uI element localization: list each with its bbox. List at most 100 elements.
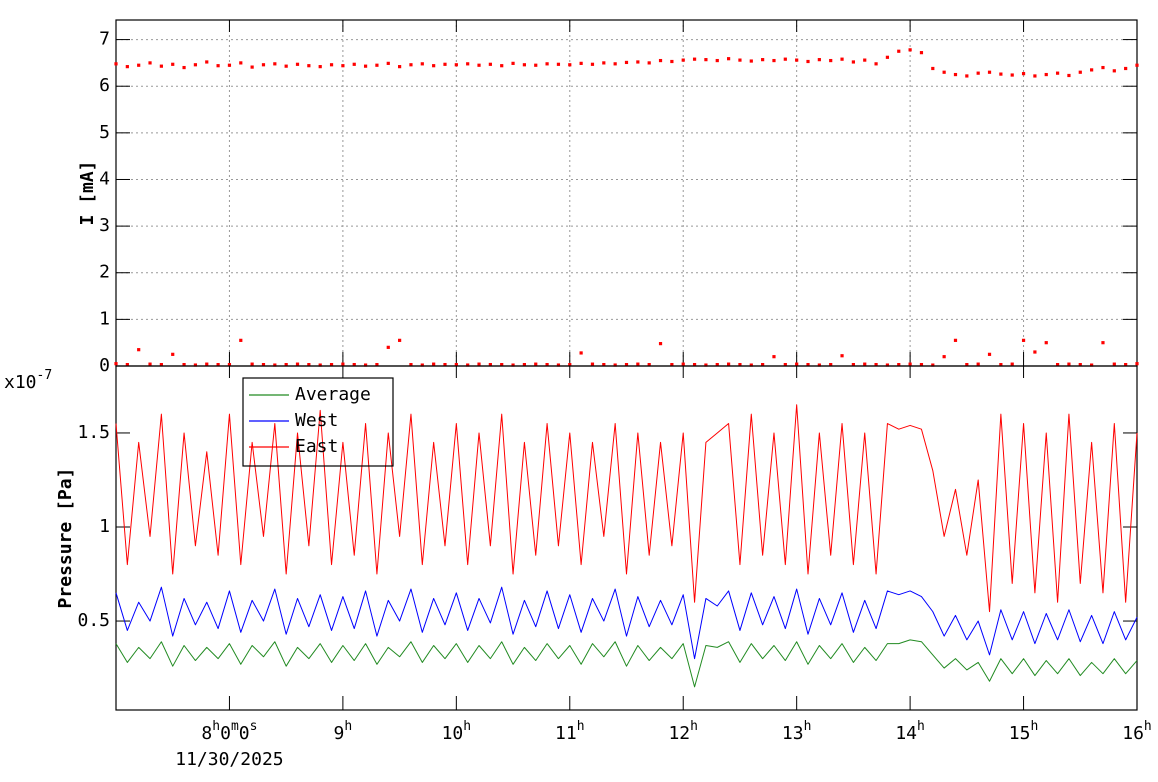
marker xyxy=(590,362,595,366)
x-date-label: 11/30/2025 xyxy=(175,749,283,770)
marker xyxy=(250,65,254,69)
marker xyxy=(534,63,538,67)
marker xyxy=(511,61,515,65)
marker xyxy=(420,363,424,367)
marker xyxy=(171,352,175,356)
marker xyxy=(273,62,277,66)
marker xyxy=(500,64,504,68)
marker xyxy=(375,363,379,367)
x-tick-label: 9h xyxy=(334,719,353,744)
marker xyxy=(908,48,912,52)
marker xyxy=(466,62,470,66)
marker xyxy=(1124,66,1128,71)
marker xyxy=(579,61,583,65)
marker xyxy=(307,64,311,68)
marker xyxy=(193,63,198,67)
marker xyxy=(556,62,561,66)
marker xyxy=(125,65,129,69)
marker xyxy=(137,63,141,67)
marker xyxy=(261,363,266,367)
marker xyxy=(261,63,266,67)
marker xyxy=(1090,68,1094,72)
marker xyxy=(783,363,787,367)
marker xyxy=(511,363,515,367)
marker xyxy=(1010,73,1014,77)
marker xyxy=(1055,363,1060,367)
marker xyxy=(727,362,731,366)
marker xyxy=(239,338,243,342)
marker xyxy=(432,362,436,366)
marker xyxy=(670,59,674,64)
marker xyxy=(568,363,572,367)
marker xyxy=(647,363,651,367)
marker xyxy=(602,363,606,367)
series-markers xyxy=(114,48,1139,78)
marker xyxy=(454,363,458,367)
marker xyxy=(863,362,867,366)
marker xyxy=(1044,341,1048,345)
marker xyxy=(398,338,402,342)
y-tick-label: 7 xyxy=(99,29,110,50)
marker xyxy=(885,55,890,59)
marker xyxy=(1135,63,1139,67)
y-tick-label: 1.5 xyxy=(77,422,110,443)
marker xyxy=(1033,350,1037,354)
marker xyxy=(125,363,129,367)
marker xyxy=(636,60,640,64)
marker xyxy=(692,363,697,367)
marker xyxy=(931,66,935,71)
legend-label: Average xyxy=(295,384,371,405)
marker xyxy=(318,65,322,69)
marker xyxy=(761,363,765,367)
marker xyxy=(409,363,413,367)
marker xyxy=(613,62,617,66)
marker xyxy=(749,363,753,367)
marker xyxy=(919,51,924,55)
marker xyxy=(545,363,549,367)
marker xyxy=(1112,69,1116,73)
marker xyxy=(840,354,844,358)
y-tick-label: 0.5 xyxy=(77,610,110,631)
marker xyxy=(602,61,606,65)
marker xyxy=(704,363,708,367)
y-multiplier: x10-7 xyxy=(4,368,52,393)
marker xyxy=(1090,363,1094,367)
marker xyxy=(999,72,1003,76)
marker xyxy=(443,62,447,66)
marker xyxy=(829,363,833,367)
marker xyxy=(840,57,844,61)
marker xyxy=(488,363,492,367)
marker xyxy=(409,63,413,67)
marker xyxy=(863,58,867,62)
x-tick-label: 16h xyxy=(1122,719,1152,744)
marker xyxy=(965,363,969,367)
marker xyxy=(205,60,209,64)
marker xyxy=(159,363,163,367)
marker xyxy=(976,362,980,366)
marker xyxy=(1021,338,1026,342)
marker xyxy=(284,363,288,367)
marker xyxy=(851,363,855,367)
marker xyxy=(1112,362,1116,366)
marker xyxy=(727,57,731,61)
marker xyxy=(772,58,776,63)
marker xyxy=(772,355,776,359)
marker xyxy=(171,62,175,66)
marker xyxy=(783,57,787,61)
marker xyxy=(953,338,958,342)
y-tick-label: 1 xyxy=(99,308,110,329)
marker xyxy=(466,363,470,367)
marker xyxy=(545,62,549,66)
x-tick-label: 10h xyxy=(442,719,472,744)
marker xyxy=(897,49,901,53)
marker xyxy=(715,58,719,63)
marker xyxy=(624,363,629,367)
marker xyxy=(738,58,742,62)
marker xyxy=(386,61,390,65)
marker xyxy=(806,363,810,367)
marker xyxy=(477,362,481,366)
marker xyxy=(1055,71,1060,75)
marker xyxy=(976,71,980,75)
marker xyxy=(1078,363,1082,367)
